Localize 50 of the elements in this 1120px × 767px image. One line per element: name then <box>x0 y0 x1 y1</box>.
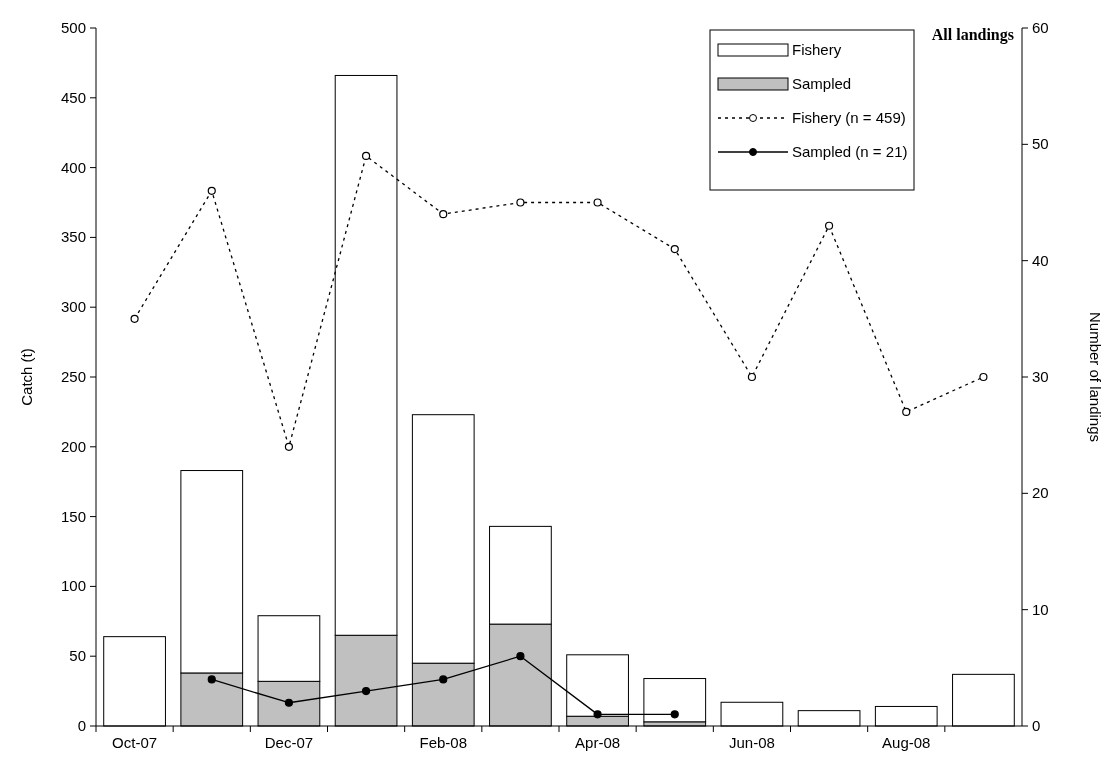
y-tick-label: 300 <box>60 298 86 316</box>
point <box>593 198 602 207</box>
x-tick-label: Aug-08 <box>882 734 931 751</box>
point <box>207 186 216 195</box>
y2-tick-label: 50 <box>1032 135 1049 153</box>
y2-axis-title: Number of landings <box>1087 311 1104 443</box>
x-tick-label: Oct-07 <box>112 734 158 751</box>
x-tick-label: Feb-08 <box>419 734 468 751</box>
y-tick-label: 500 <box>60 19 86 36</box>
x-tick-label: Jun-08 <box>728 734 775 751</box>
point <box>747 372 757 382</box>
y2-tick-label: 10 <box>1032 600 1049 618</box>
point <box>361 151 371 161</box>
legend-label: Fishery <box>792 41 842 58</box>
legend-label: Sampled (n = 21) <box>792 143 908 160</box>
point <box>670 710 679 719</box>
x-tick-label: Dec-07 <box>264 734 314 751</box>
y2-tick-label: 20 <box>1032 484 1049 502</box>
point <box>824 221 834 230</box>
y2-tick-label: 0 <box>1032 717 1041 734</box>
y-tick-label: 400 <box>60 158 86 176</box>
point <box>439 210 448 219</box>
point <box>516 198 525 207</box>
legend-label: Fishery (n = 459) <box>792 109 906 126</box>
x-tick-label: Apr-08 <box>575 734 621 751</box>
y-axis-title: Catch (t) <box>18 348 35 406</box>
y-tick-label: 0 <box>77 717 86 734</box>
chart-title: All landings <box>931 26 1014 44</box>
y2-tick-label: 30 <box>1032 368 1049 385</box>
y-tick-label: 200 <box>60 437 86 455</box>
point <box>593 710 602 719</box>
point <box>439 675 448 684</box>
y2-tick-label: 40 <box>1032 251 1049 269</box>
y2-tick-label: 60 <box>1032 19 1049 36</box>
y-tick-label: 100 <box>60 577 86 595</box>
point <box>130 314 139 323</box>
point <box>516 652 525 661</box>
point <box>979 372 988 382</box>
y-tick-label: 50 <box>69 647 86 665</box>
point <box>902 407 911 416</box>
y-tick-label: 350 <box>60 228 86 246</box>
point <box>670 244 679 254</box>
legend-label: Sampled <box>792 75 852 92</box>
point <box>207 675 216 684</box>
point <box>284 698 294 707</box>
y-tick-label: 450 <box>60 88 86 106</box>
point <box>361 687 371 696</box>
y-tick-label: 150 <box>60 507 86 525</box>
point <box>284 442 294 451</box>
y-tick-label: 250 <box>60 368 86 385</box>
